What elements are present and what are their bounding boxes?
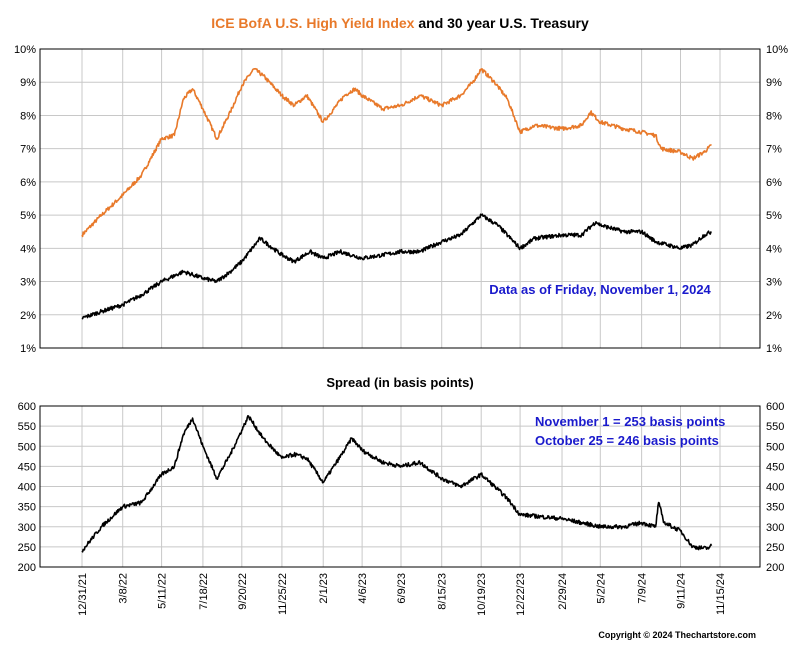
yield-chart-y-tick-label-left: 8% <box>20 110 36 122</box>
spread-chart-y-tick-label-left: 350 <box>18 502 36 514</box>
x-tick-label: 7/18/22 <box>198 573 210 610</box>
yield-chart-plot-area <box>39 48 761 349</box>
spread-chart-plot-border <box>39 405 761 568</box>
spread-chart-y-tick-label-left: 550 <box>18 421 36 433</box>
chart-title-rest: and 30 year U.S. Treasury <box>414 15 589 31</box>
x-axis: 12/31/21 3/8/22 5/11/22 7/18/22 9/20/22 11/25… <box>77 573 727 616</box>
yield-chart-y-tick-label-left: 3% <box>20 277 36 289</box>
chart-title: ICE BofA U.S. High Yield Index and 30 ye… <box>211 15 589 31</box>
yield-chart-y-tick-label-left: 7% <box>20 144 36 156</box>
x-tick-label: 2/1/23 <box>318 573 330 604</box>
spread-chart-y-tick-label-right: 400 <box>766 482 784 494</box>
x-tick-label: 9/20/22 <box>237 573 249 610</box>
series-line-spread <box>81 415 713 553</box>
chart-title-accent: ICE BofA U.S. High Yield Index <box>211 15 414 31</box>
yield-chart-y-tick-label-right: 5% <box>766 210 782 222</box>
yield-chart-y-tick-label-right: 10% <box>766 44 788 56</box>
spread-chart-y-tick-label-right: 600 <box>766 401 784 413</box>
yield-chart-y-tick-label-left: 1% <box>20 343 36 355</box>
yield-chart-y-tick-label-right: 1% <box>766 343 782 355</box>
yield-chart-y-tick-label-left: 5% <box>20 210 36 222</box>
yield-chart-y-tick-label-left: 2% <box>20 310 36 322</box>
yield-chart-plot-border <box>39 48 761 349</box>
x-tick-label: 9/11/24 <box>676 573 688 609</box>
x-tick-label: 11/25/22 <box>277 573 289 615</box>
yield-chart-y-tick-label-right: 6% <box>766 177 782 189</box>
yield-chart-y-tick-label-right: 9% <box>766 77 782 89</box>
data-date-annotation: Data as of Friday, November 1, 2024 <box>489 282 711 297</box>
spread-chart-y-tick-label-right: 500 <box>766 441 784 453</box>
spread-annotation-line-2: October 25 = 246 basis points <box>535 433 719 448</box>
yield-chart-y-tick-label-left: 6% <box>20 177 36 189</box>
yield-chart-y-tick-label-right: 7% <box>766 144 782 156</box>
spread-annotation-line-1: November 1 = 253 basis points <box>535 414 725 429</box>
spread-chart-y-tick-label-right: 550 <box>766 421 784 433</box>
spread-chart-y-tick-label-left: 600 <box>18 401 36 413</box>
x-tick-label: 10/19/23 <box>476 573 488 616</box>
spread-chart-y-tick-label-right: 200 <box>766 562 784 574</box>
x-tick-label: 12/31/21 <box>77 573 89 616</box>
spread-chart-y-tick-label-left: 300 <box>18 522 36 534</box>
x-tick-label: 12/22/23 <box>515 573 527 616</box>
spread-chart-y-tick-label-left: 400 <box>18 482 36 494</box>
x-tick-label: 8/15/23 <box>437 573 449 610</box>
spread-chart-y-tick-label-left: 250 <box>18 542 36 554</box>
x-tick-label: 7/9/24 <box>637 573 649 604</box>
x-tick-label: 4/6/23 <box>357 573 369 604</box>
spread-chart-y-tick-label-right: 450 <box>766 461 784 473</box>
yield-chart-y-tick-label-left: 10% <box>14 44 36 56</box>
yield-chart-y-tick-label-right: 8% <box>766 110 782 122</box>
spread-chart-title: Spread (in basis points) <box>326 375 473 390</box>
spread-chart-y-tick-label-left: 450 <box>18 461 36 473</box>
yield-chart-y-tick-label-right: 3% <box>766 277 782 289</box>
spread-chart-y-tick-label-right: 300 <box>766 522 784 534</box>
x-tick-label: 5/11/22 <box>157 573 169 609</box>
x-tick-label: 6/9/23 <box>396 573 408 604</box>
series-line-ice-bofa-u-s-high-yield-index <box>81 67 712 238</box>
spread-chart-y-tick-label-left: 200 <box>18 562 36 574</box>
yield-chart-y-tick-label-right: 2% <box>766 310 782 322</box>
copyright-notice: Copyright © 2024 Thechartstore.com <box>598 630 756 640</box>
spread-chart-y-tick-label-right: 250 <box>766 542 784 554</box>
top-panel: 1% 1% 2% 2% 3% 3% 4% 4% 5% 5% 6% 6% 7% 7% 8% 8% 9% 9% 10% 1… <box>14 44 788 355</box>
yield-chart-y-tick-label-right: 4% <box>766 243 782 255</box>
spread-chart-y-tick-label-left: 500 <box>18 441 36 453</box>
yield-chart-y-tick-label-left: 4% <box>20 243 36 255</box>
x-tick-label: 5/2/24 <box>595 573 607 604</box>
x-tick-label: 2/29/24 <box>557 573 569 610</box>
series-line-30-year-u-s-treasury <box>81 213 712 320</box>
spread-chart-y-tick-label-right: 350 <box>766 502 784 514</box>
x-tick-label: 3/8/22 <box>118 573 130 604</box>
x-tick-label: 11/15/24 <box>715 573 727 615</box>
bottom-panel: 200 200 250 250 300 300 350 350 400 400 450 450 500 5… <box>18 401 785 574</box>
yield-chart-y-tick-label-left: 9% <box>20 77 36 89</box>
